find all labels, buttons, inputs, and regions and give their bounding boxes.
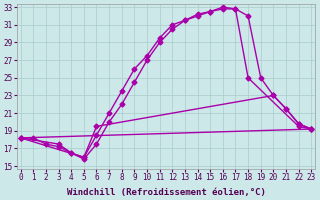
X-axis label: Windchill (Refroidissement éolien,°C): Windchill (Refroidissement éolien,°C) [67, 188, 265, 197]
